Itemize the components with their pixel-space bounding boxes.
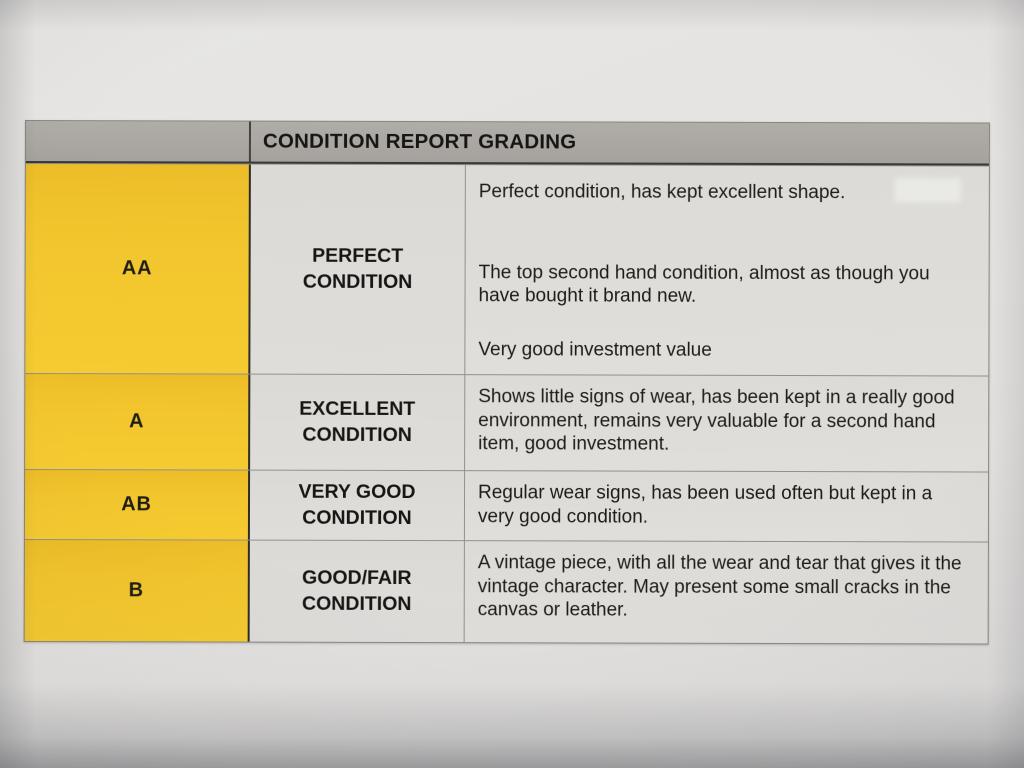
condition-report-grading-table: CONDITION REPORT GRADING AA PERFECT COND… [23,120,990,645]
condition-label: PERFECT CONDITION [302,244,413,293]
description-paragraph: Regular wear signs, has been used often … [477,482,933,528]
table-row-grade-ab: AB VERY GOOD CONDITION Regular wear sign… [24,469,989,542]
condition-label: GOOD/FAIR CONDITION [301,566,412,615]
grade-code: A [25,374,251,470]
grade-code: B [24,540,250,642]
grade-code: AA [25,164,251,374]
table-header-row: CONDITION REPORT GRADING [25,121,989,166]
description-cell: A vintage piece, with all the wear and t… [464,541,988,644]
condition-cell: EXCELLENT CONDITION [250,374,466,471]
table-title: CONDITION REPORT GRADING [262,129,577,154]
condition-cell: VERY GOOD CONDITION [249,470,466,541]
grade-code: AB [24,470,251,540]
condition-cell: GOOD/FAIR CONDITION [249,540,465,643]
table-row-grade-aa: AA PERFECT CONDITION Perfect condition, … [25,163,989,376]
description-paragraph: The top second hand condition, almost as… [478,261,930,307]
table-row-grade-a: A EXCELLENT CONDITION Shows little signs… [25,373,989,472]
description-paragraph: A vintage piece, with all the wear and t… [477,552,962,621]
table-row-grade-b: B GOOD/FAIR CONDITION A vintage piece, w… [24,539,988,644]
condition-label: EXCELLENT CONDITION [299,397,416,446]
header-grade-column-spacer [25,121,251,162]
description-paragraph: Shows little signs of wear, has been kep… [478,386,955,455]
condition-label: VERY GOOD CONDITION [298,480,416,529]
description-cell: Regular wear signs, has been used often … [464,471,989,542]
description-cell: Shows little signs of wear, has been kep… [465,375,989,472]
description-paragraph: Very good investment value [478,338,712,361]
description-cell: Perfect condition, has kept excellent sh… [465,165,989,376]
whiteout-correction-patch [894,178,961,203]
condition-cell: PERFECT CONDITION [250,164,466,375]
